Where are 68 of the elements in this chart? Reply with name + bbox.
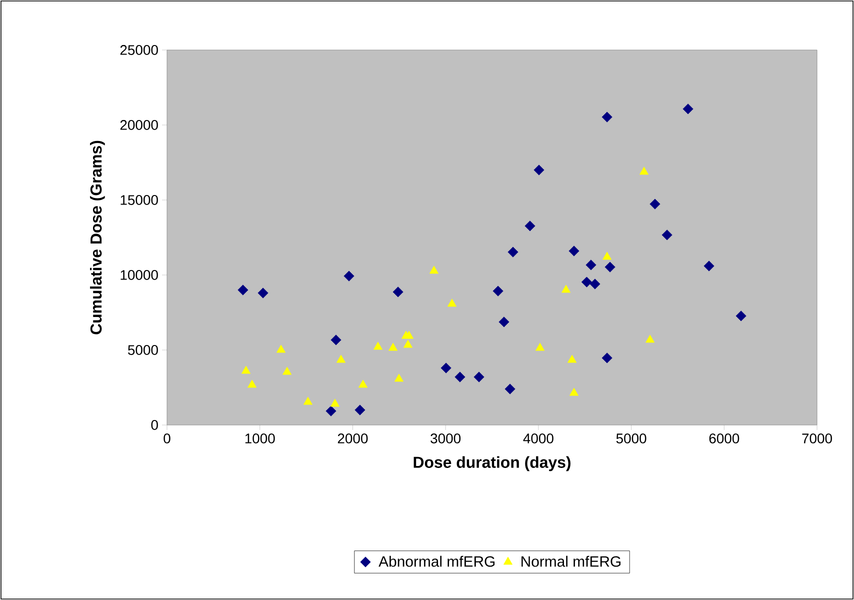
point: [440, 362, 452, 374]
point: [568, 246, 580, 256]
point: [276, 344, 286, 353]
point: [454, 372, 466, 382]
point: [447, 298, 457, 307]
x-tick-label: 0: [164, 434, 170, 444]
point: [336, 354, 346, 363]
point: [429, 266, 438, 274]
point: [344, 270, 354, 282]
x-axis-title: Dose duration (days): [414, 456, 570, 472]
point: [524, 220, 536, 232]
point: [330, 334, 342, 346]
point: [650, 198, 660, 210]
point: [241, 366, 251, 374]
point: [704, 260, 714, 272]
point: [646, 334, 655, 343]
point: [602, 352, 612, 364]
x-tick-label: 7000: [802, 434, 832, 444]
y-tick-label: 20000: [120, 120, 158, 130]
y-tick-label: 10000: [120, 270, 158, 280]
point: [569, 388, 579, 396]
y-axis-title: Cumulative Dose (Grams): [90, 140, 105, 334]
point: [404, 330, 414, 339]
x-tick-label: 3000: [430, 434, 461, 444]
point: [303, 396, 312, 405]
point: [248, 380, 257, 388]
point: [581, 276, 592, 288]
y-tick-label: 15000: [120, 195, 158, 205]
point: [602, 112, 612, 122]
point: [498, 316, 510, 328]
point: [394, 374, 404, 382]
point: [504, 384, 516, 394]
point: [238, 284, 248, 296]
point: [682, 104, 694, 114]
point: [392, 286, 404, 298]
x-tick-label: 1000: [245, 434, 275, 444]
point: [602, 252, 612, 260]
point: [326, 406, 336, 416]
point: [590, 278, 600, 290]
y-tick-label: 5000: [128, 345, 158, 355]
point: [403, 340, 412, 348]
point: [354, 404, 366, 416]
point: [534, 164, 544, 176]
point: [358, 380, 368, 388]
point: [388, 342, 398, 351]
point: [474, 372, 484, 382]
point: [662, 230, 672, 240]
point: [586, 260, 596, 270]
point: [330, 398, 340, 407]
point: [604, 262, 616, 272]
point: [492, 286, 504, 296]
point: [639, 166, 649, 175]
x-tick-label: 5000: [616, 434, 646, 444]
point: [568, 354, 577, 363]
point: [373, 342, 383, 350]
x-tick-label: 2000: [338, 434, 368, 444]
legend-label: Abnormal mfERG: [378, 556, 495, 567]
y-tick-label: 25000: [120, 45, 158, 55]
point: [736, 310, 746, 322]
point: [561, 284, 571, 293]
y-tick-label: 0: [151, 420, 158, 430]
point: [258, 288, 268, 298]
legend-label: Normal mfERG: [522, 556, 620, 567]
point: [508, 246, 518, 258]
point: [282, 366, 292, 375]
x-tick-label: 4000: [523, 434, 554, 444]
point: [535, 342, 545, 351]
x-tick-label: 6000: [709, 434, 740, 444]
